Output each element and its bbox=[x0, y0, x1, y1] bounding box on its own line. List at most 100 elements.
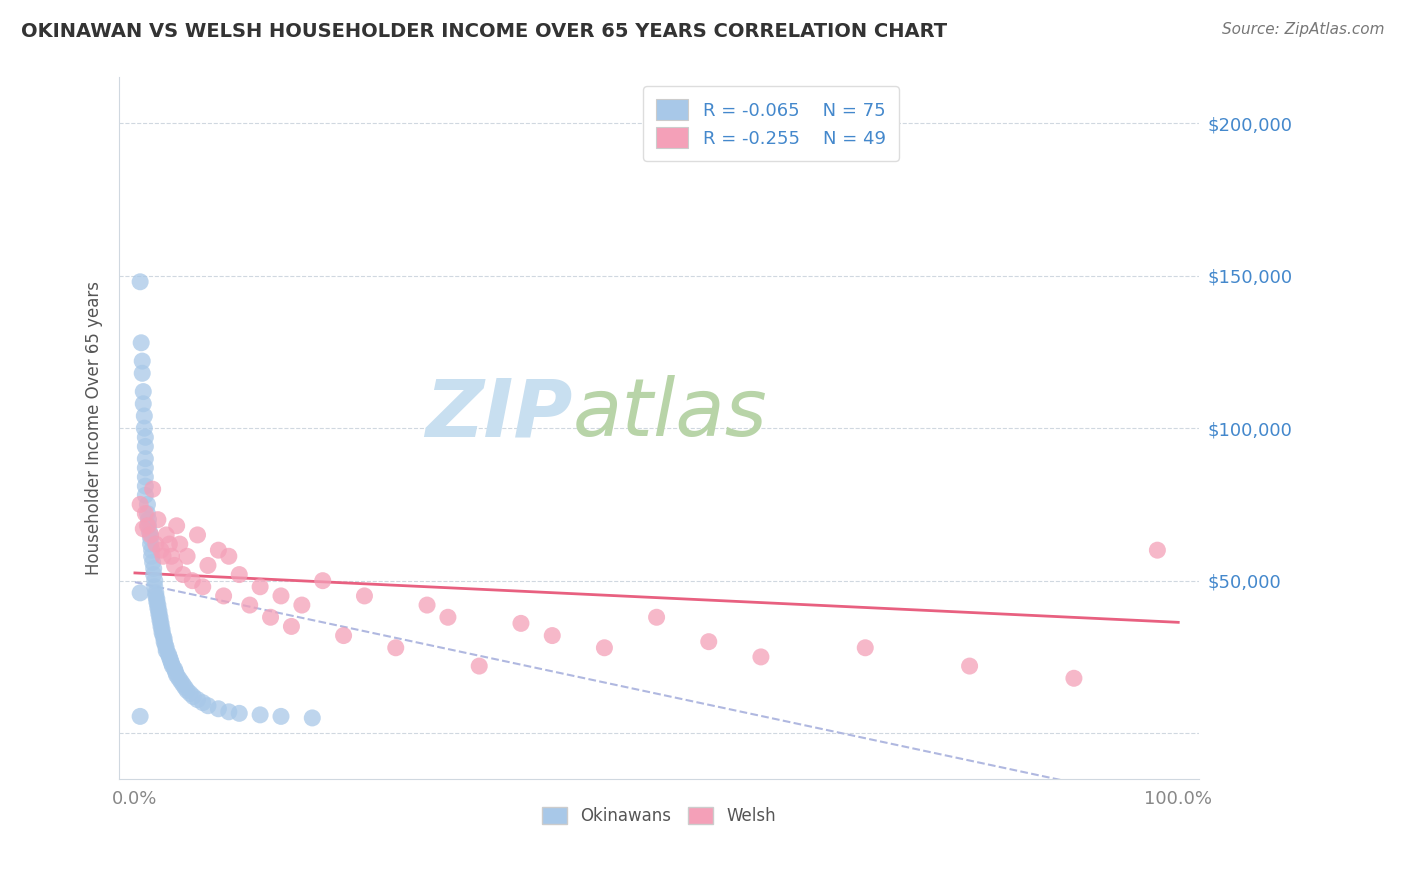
Point bbox=[416, 598, 439, 612]
Point bbox=[270, 709, 292, 723]
Point bbox=[259, 610, 281, 624]
Point bbox=[160, 656, 183, 670]
Point bbox=[163, 662, 186, 676]
Point bbox=[162, 659, 184, 673]
Point bbox=[166, 668, 188, 682]
Point bbox=[148, 604, 170, 618]
Point bbox=[176, 549, 198, 564]
Point bbox=[134, 409, 156, 423]
Text: ZIP: ZIP bbox=[426, 376, 572, 453]
Point bbox=[207, 543, 229, 558]
Point bbox=[167, 671, 190, 685]
Point bbox=[153, 638, 176, 652]
Text: atlas: atlas bbox=[572, 376, 768, 453]
Point bbox=[136, 498, 159, 512]
Point bbox=[593, 640, 616, 655]
Point bbox=[197, 698, 219, 713]
Point bbox=[145, 586, 167, 600]
Point bbox=[143, 580, 166, 594]
Point bbox=[152, 629, 174, 643]
Point bbox=[134, 507, 156, 521]
Point bbox=[437, 610, 460, 624]
Point bbox=[150, 543, 173, 558]
Point bbox=[155, 528, 177, 542]
Point bbox=[191, 580, 214, 594]
Y-axis label: Householder Income Over 65 years: Householder Income Over 65 years bbox=[86, 281, 103, 575]
Point bbox=[155, 644, 177, 658]
Point bbox=[1146, 543, 1168, 558]
Point bbox=[166, 518, 188, 533]
Point bbox=[249, 580, 271, 594]
Point bbox=[142, 561, 165, 575]
Point bbox=[197, 558, 219, 573]
Point bbox=[138, 513, 160, 527]
Point bbox=[150, 619, 173, 633]
Point bbox=[249, 707, 271, 722]
Point bbox=[132, 384, 155, 399]
Point bbox=[143, 574, 166, 588]
Point bbox=[131, 366, 153, 380]
Point bbox=[139, 531, 162, 545]
Point bbox=[181, 574, 204, 588]
Point bbox=[239, 598, 262, 612]
Point bbox=[212, 589, 235, 603]
Point bbox=[1063, 671, 1085, 685]
Point bbox=[183, 690, 205, 704]
Point bbox=[172, 677, 194, 691]
Point bbox=[218, 549, 240, 564]
Point bbox=[138, 518, 160, 533]
Point bbox=[145, 589, 167, 603]
Point bbox=[146, 513, 169, 527]
Point bbox=[146, 595, 169, 609]
Point bbox=[146, 598, 169, 612]
Point bbox=[468, 659, 491, 673]
Point bbox=[645, 610, 668, 624]
Point bbox=[141, 549, 163, 564]
Point bbox=[157, 649, 180, 664]
Point bbox=[179, 686, 201, 700]
Point bbox=[165, 665, 187, 680]
Point bbox=[312, 574, 335, 588]
Point bbox=[853, 640, 876, 655]
Point bbox=[163, 558, 186, 573]
Point bbox=[157, 647, 180, 661]
Point bbox=[160, 549, 183, 564]
Point bbox=[153, 634, 176, 648]
Point bbox=[228, 567, 250, 582]
Point bbox=[169, 537, 191, 551]
Point bbox=[159, 653, 181, 667]
Point bbox=[510, 616, 533, 631]
Point bbox=[134, 440, 156, 454]
Point bbox=[150, 616, 173, 631]
Point bbox=[139, 537, 162, 551]
Point bbox=[153, 632, 176, 646]
Point bbox=[129, 335, 152, 350]
Point bbox=[134, 479, 156, 493]
Point bbox=[228, 706, 250, 721]
Point bbox=[142, 567, 165, 582]
Point bbox=[131, 354, 153, 368]
Point bbox=[142, 482, 165, 496]
Point bbox=[157, 537, 180, 551]
Point bbox=[134, 470, 156, 484]
Point bbox=[141, 543, 163, 558]
Point bbox=[155, 640, 177, 655]
Point bbox=[129, 275, 152, 289]
Point bbox=[291, 598, 314, 612]
Point bbox=[134, 421, 156, 435]
Point bbox=[332, 629, 354, 643]
Point bbox=[136, 518, 159, 533]
Point bbox=[152, 549, 174, 564]
Point bbox=[186, 692, 208, 706]
Point bbox=[134, 430, 156, 444]
Point bbox=[172, 567, 194, 582]
Point bbox=[149, 613, 172, 627]
Point bbox=[191, 696, 214, 710]
Point bbox=[139, 528, 162, 542]
Point bbox=[134, 451, 156, 466]
Point bbox=[176, 683, 198, 698]
Point bbox=[132, 397, 155, 411]
Point bbox=[129, 498, 152, 512]
Point bbox=[170, 674, 193, 689]
Point bbox=[146, 601, 169, 615]
